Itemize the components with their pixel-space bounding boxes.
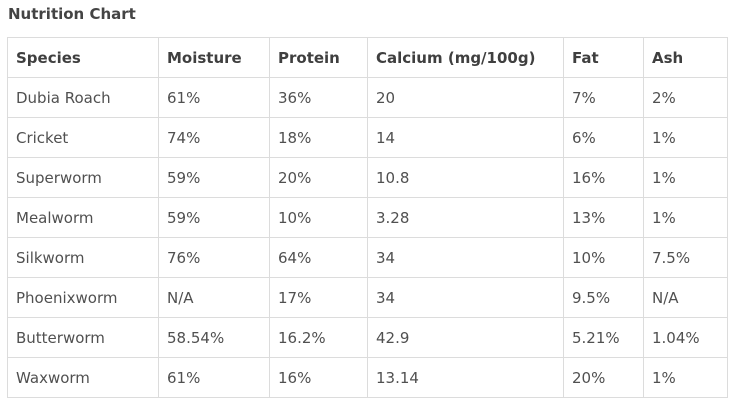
protein-cell: 10%: [269, 197, 368, 238]
page-title: Nutrition Chart: [8, 5, 136, 23]
species-cell: Silkworm: [7, 237, 159, 278]
moisture-cell: 59%: [158, 157, 270, 198]
calcium-cell: 42.9: [367, 317, 564, 358]
species-cell: Butterworm: [7, 317, 159, 358]
calcium-cell: 3.28: [367, 197, 564, 238]
species-cell: Mealworm: [7, 197, 159, 238]
fat-cell: 13%: [563, 197, 644, 238]
calcium-cell: 20: [367, 77, 564, 118]
protein-cell: 16.2%: [269, 317, 368, 358]
calcium-cell: 10.8: [367, 157, 564, 198]
column-header-fat: Fat: [563, 37, 644, 78]
column-header-moisture: Moisture: [158, 37, 270, 78]
fat-cell: 16%: [563, 157, 644, 198]
protein-cell: 64%: [269, 237, 368, 278]
ash-cell: 1%: [643, 157, 728, 198]
table-row: Silkworm 76% 64% 34 10% 7.5%: [7, 237, 728, 278]
table-row: Phoenixworm N/A 17% 34 9.5% N/A: [7, 277, 728, 318]
moisture-cell: 59%: [158, 197, 270, 238]
column-header-ash: Ash: [643, 37, 728, 78]
species-cell: Waxworm: [7, 357, 159, 398]
column-header-calcium: Calcium (mg/100g): [367, 37, 564, 78]
protein-cell: 36%: [269, 77, 368, 118]
ash-cell: 1%: [643, 197, 728, 238]
calcium-cell: 34: [367, 237, 564, 278]
table-row: Cricket 74% 18% 14 6% 1%: [7, 117, 728, 158]
ash-cell: 7.5%: [643, 237, 728, 278]
ash-cell: N/A: [643, 277, 728, 318]
moisture-cell: 58.54%: [158, 317, 270, 358]
species-cell: Cricket: [7, 117, 159, 158]
fat-cell: 6%: [563, 117, 644, 158]
ash-cell: 1.04%: [643, 317, 728, 358]
ash-cell: 1%: [643, 117, 728, 158]
calcium-cell: 13.14: [367, 357, 564, 398]
column-header-species: Species: [7, 37, 159, 78]
moisture-cell: 74%: [158, 117, 270, 158]
protein-cell: 16%: [269, 357, 368, 398]
moisture-cell: 61%: [158, 77, 270, 118]
calcium-cell: 14: [367, 117, 564, 158]
fat-cell: 5.21%: [563, 317, 644, 358]
species-cell: Superworm: [7, 157, 159, 198]
nutrition-table: Species Moisture Protein Calcium (mg/100…: [7, 37, 728, 398]
moisture-cell: 61%: [158, 357, 270, 398]
ash-cell: 1%: [643, 357, 728, 398]
column-header-protein: Protein: [269, 37, 368, 78]
moisture-cell: N/A: [158, 277, 270, 318]
fat-cell: 10%: [563, 237, 644, 278]
table-row: Butterworm 58.54% 16.2% 42.9 5.21% 1.04%: [7, 317, 728, 358]
moisture-cell: 76%: [158, 237, 270, 278]
protein-cell: 20%: [269, 157, 368, 198]
table-row: Superworm 59% 20% 10.8 16% 1%: [7, 157, 728, 198]
fat-cell: 9.5%: [563, 277, 644, 318]
fat-cell: 20%: [563, 357, 644, 398]
protein-cell: 18%: [269, 117, 368, 158]
table-row: Waxworm 61% 16% 13.14 20% 1%: [7, 357, 728, 398]
table-header-row: Species Moisture Protein Calcium (mg/100…: [7, 37, 728, 78]
table-row: Mealworm 59% 10% 3.28 13% 1%: [7, 197, 728, 238]
fat-cell: 7%: [563, 77, 644, 118]
calcium-cell: 34: [367, 277, 564, 318]
species-cell: Phoenixworm: [7, 277, 159, 318]
protein-cell: 17%: [269, 277, 368, 318]
species-cell: Dubia Roach: [7, 77, 159, 118]
ash-cell: 2%: [643, 77, 728, 118]
table-row: Dubia Roach 61% 36% 20 7% 2%: [7, 77, 728, 118]
